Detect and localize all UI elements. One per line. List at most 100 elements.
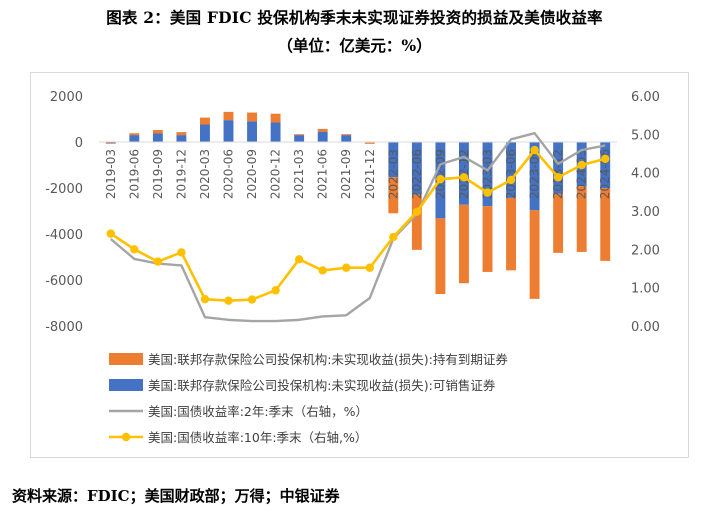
combo-chart: 2019-03 2019-06 2019-09 2019-12 2020-03 2020-… <box>45 90 660 445</box>
bar-afs-2024-06 <box>600 142 611 189</box>
point-10y-2020-12 <box>271 286 280 295</box>
bar-htm-2019-06 <box>129 133 140 136</box>
y-left-tick: 0 <box>75 136 83 151</box>
point-10y-2020-09 <box>247 295 257 304</box>
y-right-tick: 1.00 <box>631 282 660 297</box>
x-tick-label: 2022-09 <box>433 149 447 199</box>
x-tick-label: 2019-06 <box>127 149 141 199</box>
bar-htm-2021-12 <box>364 142 375 144</box>
y-left-tick: 2000 <box>50 90 83 105</box>
source-note: 资料来源：FDIC；美国财政部；万得；中银证券 <box>12 487 340 505</box>
bar-afs-2019-06 <box>129 135 140 142</box>
y-left-tick: -6000 <box>45 274 83 289</box>
x-tick-label: 2023-06 <box>504 149 518 199</box>
bar-afs-2020-09 <box>247 121 257 142</box>
bar-afs-2023-12 <box>553 142 564 194</box>
y-right-tick: 5.00 <box>631 128 660 143</box>
y-right-tick: 0.00 <box>631 320 660 335</box>
y-left-tick: -8000 <box>45 320 83 335</box>
bar-htm-2024-06 <box>600 188 611 261</box>
x-tick-label: 2024-03 <box>575 149 589 199</box>
point-10y-2022-12 <box>459 173 469 182</box>
y-left-tick: -4000 <box>45 228 83 243</box>
point-10y-2021-03 <box>294 255 304 264</box>
point-10y-2023-03 <box>483 188 492 197</box>
point-10y-2020-03 <box>200 294 210 304</box>
bar-htm-2022-03 <box>388 177 399 214</box>
bar-htm-2021-09 <box>341 134 352 136</box>
x-tick-label: 2022-06 <box>410 149 424 199</box>
legend-swatch-bar <box>109 353 143 365</box>
bar-afs-2022-03 <box>388 142 399 178</box>
bar-afs-2020-12 <box>270 122 281 142</box>
bar-afs-2023-03 <box>482 142 493 207</box>
legend-swatch-marker <box>121 432 131 442</box>
bar-htm-2019-12 <box>176 132 187 136</box>
x-tick-label: 2023-03 <box>481 149 495 199</box>
bar-htm-2023-12 <box>553 193 564 253</box>
bar-afs-2022-06 <box>411 142 422 195</box>
x-tick-label: 2024-06 <box>598 149 612 199</box>
point-10y-2019-12 <box>177 248 186 257</box>
bar-htm-2023-09 <box>529 210 540 299</box>
bar-htm-2024-03 <box>576 186 587 252</box>
x-tick-label: 2020-12 <box>269 149 283 199</box>
y-right-tick: 6.00 <box>631 90 660 105</box>
bar-htm-2023-03 <box>482 206 493 272</box>
y-left-tick: -2000 <box>45 182 83 197</box>
point-10y-2023-06 <box>506 175 516 185</box>
y-right-tick: 3.00 <box>631 205 660 220</box>
x-tick-label: 2022-03 <box>386 149 400 199</box>
legend-swatch-bar <box>109 379 143 391</box>
legend-label: 美国:国债收益率:2年:季末（右轴，%） <box>148 404 368 419</box>
point-10y-2022-09 <box>436 174 445 184</box>
bar-htm-2020-06 <box>223 111 234 121</box>
point-10y-2023-12 <box>553 173 563 182</box>
bar-htm-2019-09 <box>152 130 163 134</box>
point-10y-2019-03 <box>106 229 115 238</box>
bar-htm-2022-09 <box>435 218 446 295</box>
point-10y-2024-06 <box>601 154 610 164</box>
bar-afs-2020-06 <box>223 120 234 142</box>
bar-htm-2019-03 <box>105 143 116 144</box>
point-10y-2022-03 <box>389 232 398 242</box>
bar-htm-2021-03 <box>294 134 305 136</box>
x-tick-label: 2021-03 <box>292 149 306 199</box>
x-tick-label: 2019-03 <box>104 149 118 199</box>
x-tick-label: 2023-09 <box>528 149 542 199</box>
x-tick-label: 2021-06 <box>316 149 330 199</box>
bar-afs-2019-03 <box>105 142 116 144</box>
bar-afs-2019-12 <box>176 135 187 142</box>
bar-afs-2019-09 <box>152 133 163 142</box>
bar-afs-2023-09 <box>529 142 540 211</box>
point-10y-2020-06 <box>224 296 233 305</box>
x-tick-label: 2019-12 <box>174 149 188 199</box>
legend-label: 美国:联邦存款保险公司投保机构:未实现收益(损失):持有到期证券 <box>148 352 508 367</box>
y-right-tick: 4.00 <box>631 167 660 182</box>
x-tick-label: 2020-03 <box>198 149 212 199</box>
bar-htm-2020-09 <box>247 112 257 122</box>
point-10y-2024-03 <box>577 160 586 170</box>
bar-htm-2020-12 <box>270 113 281 123</box>
line-10y-yield <box>110 148 606 302</box>
chart-frame: 2019-03 2019-06 2019-09 2019-12 2020-03 2020-… <box>30 72 689 458</box>
point-10y-2021-06 <box>318 266 327 275</box>
bar-htm-2023-06 <box>506 197 516 271</box>
figure-title: 图表 2：美国 FDIC 投保机构季末未实现证券投资的损益及美债收益率 <box>106 8 603 27</box>
bar-htm-2022-06 <box>411 194 422 250</box>
x-tick-label: 2020-06 <box>222 149 236 199</box>
line-2y-yield <box>109 131 606 323</box>
bar-afs-2021-06 <box>317 131 328 142</box>
bar-htm-2022-12 <box>459 204 469 284</box>
bar-afs-2021-03 <box>294 135 305 142</box>
point-10y-2021-09 <box>342 263 351 272</box>
bar-htm-2021-06 <box>317 128 328 132</box>
figure-subtitle: （单位：亿美元：%） <box>277 36 432 55</box>
point-10y-2019-09 <box>153 257 163 266</box>
point-10y-2019-06 <box>130 245 139 254</box>
point-10y-2022-06 <box>412 207 422 216</box>
x-tick-label: 2019-09 <box>151 149 165 199</box>
x-tick-label: 2021-12 <box>363 149 377 199</box>
legend-label: 美国:联邦存款保险公司投保机构:未实现收益(损失):可销售证券 <box>148 378 496 393</box>
x-tick-label: 2021-09 <box>339 149 353 199</box>
